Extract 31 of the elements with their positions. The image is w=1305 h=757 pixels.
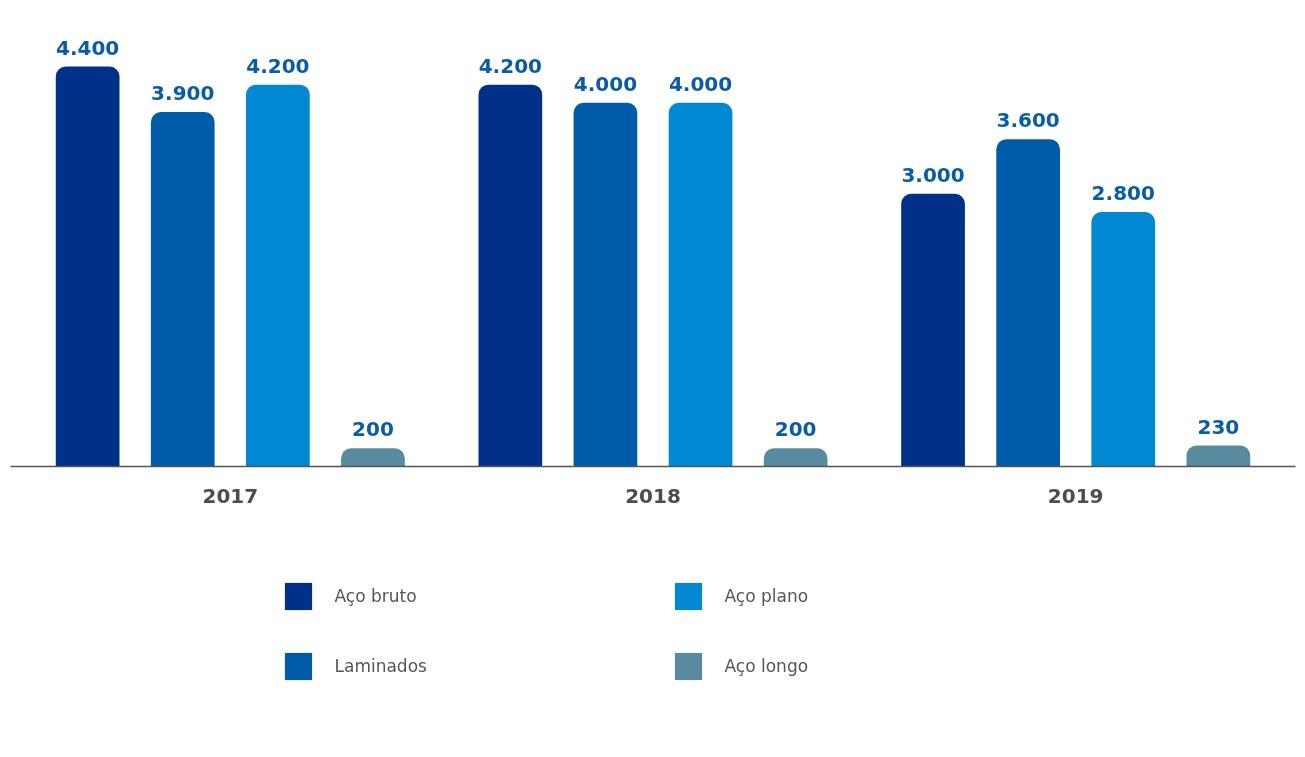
- x-tick-label: 2017: [202, 483, 259, 508]
- data-label: 4.200: [478, 53, 542, 78]
- legend-label: Aço plano: [724, 586, 810, 606]
- bar: [341, 448, 405, 467]
- data-label: 200: [774, 417, 817, 442]
- data-label: 3.000: [901, 162, 965, 187]
- data-label: 4.200: [246, 53, 310, 78]
- data-label: 4.400: [56, 35, 120, 60]
- legend-label: Laminados: [334, 656, 428, 676]
- bar: [55, 66, 120, 467]
- bar: [1091, 211, 1156, 467]
- data-label: 2.800: [1091, 180, 1155, 205]
- bar: [1186, 445, 1251, 467]
- data-label: 3.900: [151, 80, 215, 105]
- bar: [901, 193, 965, 467]
- data-label: 200: [352, 417, 394, 442]
- data-label: 4.000: [573, 71, 638, 96]
- x-tick-label: 2018: [625, 483, 681, 508]
- bar: [763, 448, 828, 467]
- bar: [668, 102, 733, 467]
- bar: [996, 139, 1060, 467]
- legend-label: Aço longo: [724, 656, 810, 676]
- legend-label: Aço bruto: [334, 586, 418, 606]
- x-tick-label: 2019: [1047, 483, 1104, 508]
- data-label: 230: [1197, 414, 1240, 439]
- bar: [246, 84, 310, 467]
- data-label: 3.600: [996, 108, 1060, 133]
- bar: [478, 84, 543, 467]
- bar: [573, 102, 638, 467]
- data-label: 4.000: [668, 71, 733, 96]
- bar: [150, 111, 215, 467]
